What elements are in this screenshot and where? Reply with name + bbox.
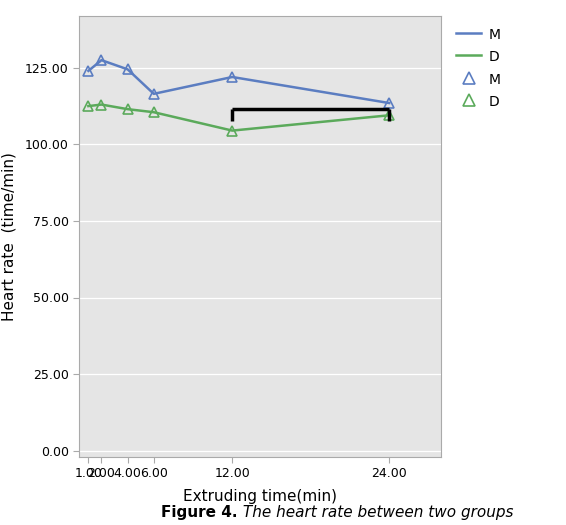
X-axis label: Extruding time(min): Extruding time(min) bbox=[183, 488, 337, 503]
Legend: M, D, M, D: M, D, M, D bbox=[452, 23, 504, 113]
Text: The heart rate between two groups: The heart rate between two groups bbox=[238, 505, 513, 520]
Y-axis label: Heart rate  (time/min): Heart rate (time/min) bbox=[2, 152, 16, 321]
Text: Figure 4.: Figure 4. bbox=[161, 505, 238, 520]
